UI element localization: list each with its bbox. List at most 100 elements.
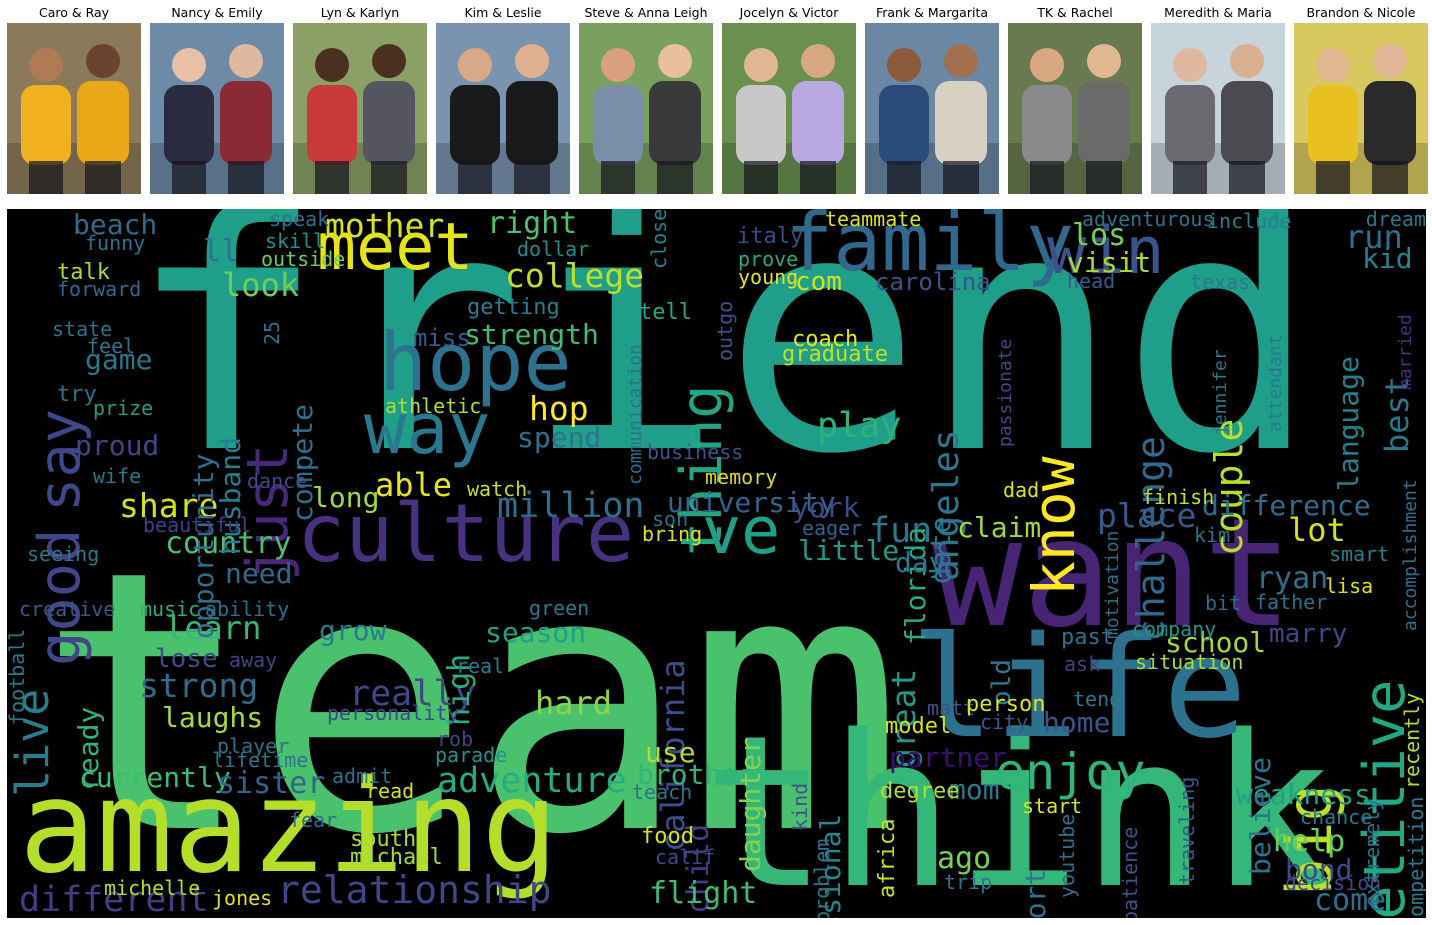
team-photo-cell: TK & Rachel <box>1008 0 1142 196</box>
word-cloud-term: look <box>222 266 300 304</box>
word-cloud-term: life <box>910 607 1248 770</box>
word-cloud-term: read <box>366 779 415 803</box>
word-cloud-term: flight <box>649 876 758 911</box>
word-cloud-term: com <box>795 267 842 297</box>
word-cloud-term: weakness <box>1236 778 1371 811</box>
word-cloud-term: personality <box>327 701 460 725</box>
team-portrait-photo <box>579 23 713 194</box>
word-cloud-term: fear <box>289 808 338 832</box>
team-name-caption: Steve & Anna Leigh <box>584 5 708 20</box>
word-cloud-term: university <box>667 486 836 519</box>
word-cloud-term: lose <box>155 644 218 674</box>
word-cloud-term: think <box>702 690 1335 918</box>
word-cloud-term: wife <box>93 464 142 488</box>
team-portrait-photo <box>1008 23 1142 194</box>
word-cloud-term: proud <box>75 429 160 462</box>
word-cloud-term: help <box>1273 824 1346 859</box>
word-cloud-term: home <box>1043 706 1111 739</box>
word-cloud-term: right <box>487 209 578 241</box>
word-cloud-term: feel <box>87 334 136 358</box>
word-cloud-term: really <box>349 674 476 714</box>
word-cloud-term: meet <box>317 210 474 285</box>
word-cloud-term: start <box>1022 794 1083 818</box>
word-cloud-term: long <box>312 481 380 514</box>
team-photo-cell: Lyn & Karlyn <box>293 0 427 196</box>
word-cloud-term: close <box>647 209 671 269</box>
word-cloud-term: daughter <box>734 737 767 872</box>
word-cloud-term: dream <box>1365 209 1426 231</box>
word-cloud-term: adventure <box>437 761 627 801</box>
word-cloud-term: team <box>37 494 904 913</box>
word-cloud-term: outside <box>261 247 346 271</box>
word-cloud-term: mom <box>949 773 1000 806</box>
word-cloud-term: bring <box>642 522 703 546</box>
word-cloud-term: accomplishment <box>1400 479 1421 631</box>
word-cloud-term: green <box>529 596 590 620</box>
team-portrait-photo <box>436 23 570 194</box>
word-cloud-term: little <box>798 534 900 567</box>
word-cloud-term: believe <box>1244 756 1277 875</box>
word-cloud-term: beautiful <box>143 513 252 537</box>
word-cloud-term: kim <box>1194 523 1231 547</box>
word-cloud-term: tell <box>639 300 692 325</box>
word-cloud-term: challenge <box>1129 436 1173 642</box>
word-cloud-term: trip <box>944 870 993 894</box>
team-name-caption: Jocelyn & Victor <box>739 5 839 20</box>
word-cloud-term: hope <box>379 316 572 409</box>
word-cloud-term: college <box>505 256 645 295</box>
word-cloud-term: memory <box>705 465 778 489</box>
word-cloud-term: lot <box>1288 511 1346 549</box>
word-cloud-term: texas <box>1190 270 1251 294</box>
word-cloud-term: calif <box>655 845 716 869</box>
team-photo-cell: Meredith & Maria <box>1151 0 1285 196</box>
word-cloud-term: friend <box>127 209 1320 526</box>
word-cloud-term: different <box>19 880 209 918</box>
word-cloud-term: decision <box>1285 871 1382 895</box>
word-cloud-term: season <box>485 616 587 649</box>
word-cloud-term: attendant <box>1265 334 1286 432</box>
word-cloud-term: son <box>652 507 689 531</box>
word-cloud-term: food <box>641 824 694 849</box>
team-photo-cell: Frank & Margarita <box>865 0 999 196</box>
team-photo-cell: Jocelyn & Victor <box>722 0 856 196</box>
team-portrait-photo <box>7 23 141 194</box>
word-cloud-term: jones <box>212 886 273 910</box>
word-cloud-term: strong <box>139 666 259 705</box>
word-cloud-term: teach <box>632 780 693 804</box>
word-cloud-term: fun <box>869 511 933 551</box>
word-cloud-term: los <box>1072 218 1127 253</box>
word-cloud-term: school <box>1165 626 1267 659</box>
word-cloud-term: bond <box>1285 853 1353 886</box>
word-cloud-term: father <box>1255 590 1328 614</box>
word-cloud-term: communication <box>625 344 646 485</box>
word-cloud-term: outgo <box>713 300 737 361</box>
word-cloud-term: country <box>165 526 292 561</box>
team-name-caption: TK & Rachel <box>1037 5 1113 20</box>
word-cloud-term: speak <box>269 209 330 231</box>
word-cloud-term: want <box>932 487 1294 661</box>
word-cloud-term: competition <box>1404 796 1426 918</box>
word-cloud-term: hop <box>529 389 589 428</box>
word-cloud-term: africa <box>875 818 900 898</box>
word-cloud-term: need <box>225 557 293 590</box>
word-cloud-term: family <box>785 209 1074 289</box>
word-cloud-term: company <box>1132 617 1217 641</box>
word-cloud-term: traveling <box>1175 776 1199 885</box>
word-cloud-term: way <box>364 388 491 470</box>
word-cloud-term: play <box>817 406 902 446</box>
word-cloud-term: talk <box>57 260 110 285</box>
word-cloud-term: amazing <box>19 753 559 902</box>
team-name-caption: Lyn & Karlyn <box>320 5 400 20</box>
word-cloud-term: win <box>1047 214 1165 289</box>
word-cloud-term: beach <box>73 209 158 241</box>
word-cloud-term: spend <box>517 421 602 454</box>
team-portrait-photo <box>865 23 999 194</box>
word-cloud-term: include <box>1207 209 1292 233</box>
team-name-caption: Frank & Margarita <box>875 5 989 20</box>
word-cloud-term: dad <box>1003 478 1040 502</box>
word-cloud-term: currently <box>79 761 231 794</box>
word-cloud-term: funny <box>85 231 146 255</box>
word-cloud-term: smart <box>1329 542 1390 566</box>
word-cloud-term: lisa <box>1325 574 1374 598</box>
word-cloud-term: youtube <box>1055 813 1079 898</box>
